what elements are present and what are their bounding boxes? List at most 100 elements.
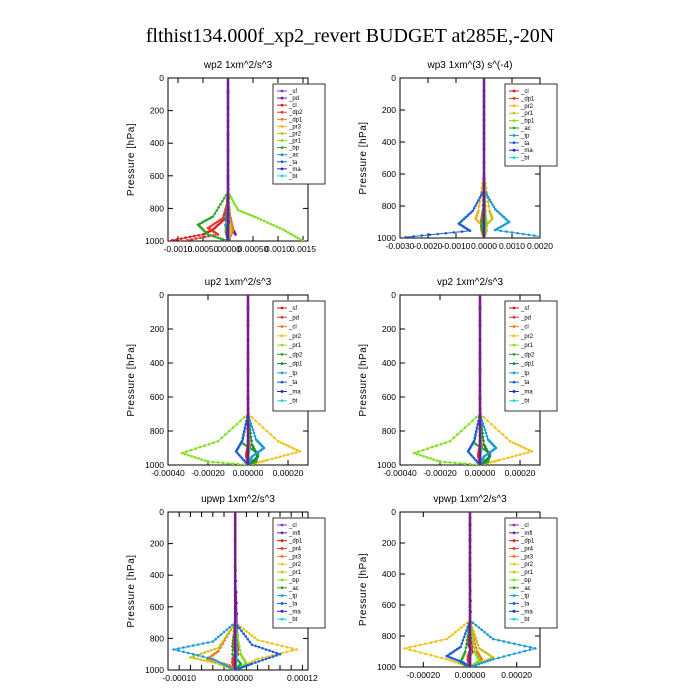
series-point	[226, 462, 230, 465]
series-point	[460, 626, 463, 629]
series-point	[278, 226, 282, 230]
series-point	[231, 426, 235, 429]
series-point	[527, 233, 531, 237]
legend-label: _dp1	[288, 362, 303, 368]
series-point	[471, 638, 475, 642]
series-point	[501, 433, 504, 436]
legend-label: _bp1	[520, 119, 535, 125]
legend-marker	[280, 523, 284, 527]
series-point	[457, 661, 460, 665]
legend: _cl _mfl _dp1 _pr4_pr3 _pr2 _pr1 _bp _ac _tp_ta _…	[504, 517, 558, 629]
series-point	[505, 230, 508, 233]
series-group	[180, 295, 302, 465]
series-point	[263, 219, 266, 223]
legend-marker	[280, 609, 284, 613]
series-point	[518, 651, 521, 654]
legend-marker	[512, 523, 516, 527]
series-point	[243, 460, 247, 463]
legend-marker	[280, 617, 284, 621]
series-point	[217, 646, 220, 650]
series-point	[475, 426, 479, 429]
legend-marker	[512, 134, 516, 137]
legend-marker	[280, 325, 284, 328]
series-point	[497, 211, 501, 214]
series-point	[526, 451, 530, 454]
series-point	[266, 641, 269, 644]
y-tick-label: 0	[391, 507, 396, 517]
series-point	[250, 425, 254, 429]
legend-label: _pr2	[288, 562, 302, 568]
legend-label: _pr2	[520, 562, 534, 568]
series-point	[250, 643, 254, 646]
legend-label: _ta	[288, 160, 298, 166]
y-tick-label: 400	[150, 138, 164, 148]
series-point	[197, 234, 200, 237]
legend-marker	[280, 334, 284, 338]
series-point	[486, 195, 490, 199]
series-point	[290, 649, 294, 652]
series-point	[461, 639, 465, 642]
series-point	[217, 206, 220, 209]
series-point	[429, 641, 433, 644]
series-point	[214, 235, 217, 239]
series-point	[206, 233, 210, 236]
x-tick-label: -0.00040	[151, 468, 185, 478]
series-point	[206, 660, 210, 663]
series-point	[266, 221, 269, 224]
legend-label: _pr1	[520, 111, 534, 117]
series-point	[476, 422, 480, 426]
series-point	[285, 645, 289, 649]
series-point	[171, 238, 174, 241]
y-tick-label: 800	[150, 203, 164, 213]
series-point	[203, 651, 206, 654]
series-point	[482, 448, 486, 451]
series-point	[271, 650, 275, 654]
series-point	[481, 435, 485, 439]
series-point	[210, 660, 213, 664]
series-point	[213, 661, 217, 665]
series-point	[271, 642, 274, 645]
series-point	[240, 666, 243, 669]
y-tick-label: 1000	[145, 665, 164, 675]
legend-label: _ma	[520, 389, 533, 395]
series-point	[261, 639, 264, 643]
series-point	[474, 204, 477, 207]
legend-label: _mfl	[288, 531, 300, 537]
series-point	[508, 439, 512, 443]
legend-marker	[512, 343, 516, 347]
series-point	[445, 637, 449, 641]
x-tick-label: -0.00020	[423, 468, 457, 478]
series-point	[211, 234, 215, 238]
series-point	[408, 648, 412, 652]
legend-label: _bt	[288, 399, 298, 405]
series-point	[457, 659, 461, 663]
series-point	[473, 633, 477, 636]
y-tick-label: 0	[159, 290, 164, 300]
series-point	[533, 234, 536, 237]
series-point	[474, 442, 478, 446]
legend-label: _bp	[520, 578, 532, 584]
series-point	[225, 628, 229, 631]
series-point	[223, 196, 226, 200]
series-point	[223, 212, 226, 215]
series-point	[444, 231, 448, 235]
legend-label: _cl	[520, 325, 529, 331]
x-tick-label: -0.0010	[442, 241, 471, 251]
series-point	[412, 235, 415, 238]
series-point	[246, 664, 250, 667]
series-point	[451, 633, 454, 636]
y-tick-label: 400	[382, 137, 396, 147]
series-point	[266, 655, 269, 658]
series-line-pr1	[180, 295, 249, 465]
series-point	[266, 458, 270, 462]
series-line-ta	[467, 295, 481, 465]
legend-marker	[512, 562, 516, 566]
series-point	[412, 451, 416, 455]
series-point	[449, 656, 453, 659]
x-tick-label: -0.00020	[191, 468, 225, 478]
series-point	[246, 212, 250, 216]
legend: _sf _pd _cl _pr2 _pr1 _dp2 _dp1 _tp _ta _ma _bt	[504, 300, 558, 412]
y-tick-label: 0	[159, 73, 164, 83]
x-tick-label: 0.00000	[233, 468, 264, 478]
panel-title: wp2 1xm^2/s^3	[203, 60, 273, 71]
